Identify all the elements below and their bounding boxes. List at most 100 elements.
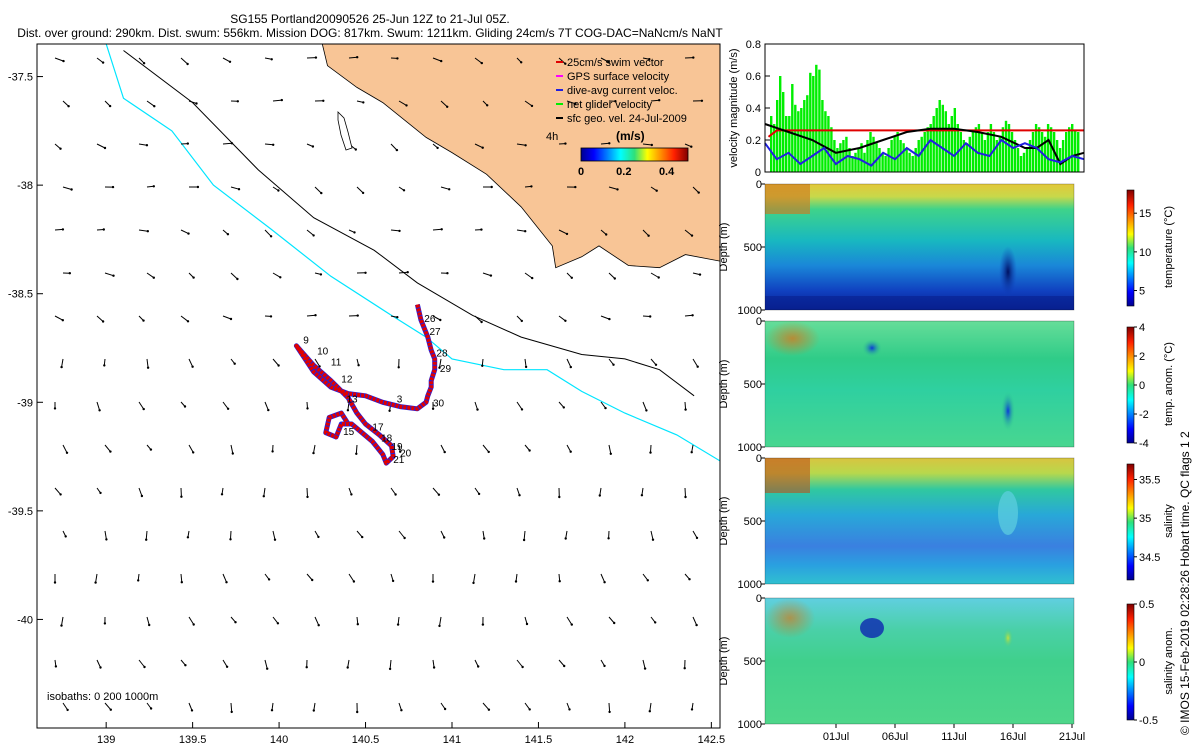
- velocity-bar: [812, 76, 815, 172]
- cold-anomaly-surface: [862, 339, 882, 357]
- velocity-arrow: [96, 659, 101, 668]
- arrow-head: [406, 271, 409, 274]
- arrow-head: [234, 621, 237, 624]
- arrow-head: [397, 366, 400, 369]
- arrow-head: [66, 708, 69, 712]
- velocity-arrow: [650, 99, 660, 102]
- arrow-head: [472, 581, 475, 585]
- velocity-arrow: [650, 530, 654, 540]
- legend-entry: sfc geo. vel. 24-Jul-2009: [567, 113, 687, 125]
- arrow-head: [522, 538, 526, 542]
- velocity-bar: [1022, 152, 1026, 172]
- arrow-head: [266, 667, 269, 670]
- arrow-head: [396, 623, 400, 626]
- arrow-head: [65, 451, 69, 454]
- arrow-head: [690, 708, 694, 711]
- arrow-head: [649, 451, 652, 454]
- arrow-head: [267, 578, 271, 581]
- section-ylabel: Depth (m): [718, 360, 730, 409]
- velocity-bar: [905, 148, 908, 172]
- map-x-tick-label: 142.5: [698, 734, 726, 746]
- map-y-tick-label: -40: [17, 614, 33, 626]
- velocity-bar: [854, 152, 857, 172]
- velocity-arrow: [306, 229, 314, 236]
- arrow-head: [94, 581, 97, 584]
- velocity-bar: [878, 148, 881, 172]
- arrow-head: [480, 228, 483, 231]
- arrow-head: [489, 274, 493, 277]
- arrow-head: [528, 708, 531, 711]
- arrow-head: [391, 579, 395, 583]
- arrow-head: [604, 406, 607, 410]
- arrow-head: [67, 105, 70, 108]
- velocity-colorbar: [580, 147, 689, 162]
- arrow-head: [477, 665, 480, 668]
- geostrophic-vectors: [53, 56, 704, 714]
- velocity-arrow: [138, 57, 145, 64]
- velocity-arrow: [524, 272, 533, 279]
- velocity-y-tick-label: 0.2: [746, 135, 761, 147]
- arrow-head: [228, 60, 232, 63]
- velocity-bar: [899, 140, 902, 172]
- arrow-head: [528, 449, 531, 452]
- velocity-ylabel: velocity magnitude (m/s): [728, 48, 740, 167]
- velocity-bar: [1031, 132, 1035, 172]
- velocity-arrow: [222, 142, 232, 145]
- arrow-head: [514, 580, 518, 583]
- arrow-head: [651, 538, 655, 541]
- geo-velocity-line: [764, 123, 1085, 166]
- velocity-arrow: [642, 143, 652, 146]
- arrow-head: [483, 537, 486, 540]
- arrow-head: [607, 60, 610, 64]
- velocity-arrow: [642, 659, 646, 669]
- velocity-arrow: [54, 487, 61, 495]
- arrow-head: [443, 450, 446, 454]
- velocity-bar: [848, 148, 851, 172]
- velocity-arrow: [474, 315, 482, 323]
- arrow-head: [279, 276, 282, 279]
- velocity-arrow: [95, 573, 98, 583]
- velocity-bar: [824, 111, 827, 172]
- velocity-arrow: [62, 100, 69, 107]
- arrow-head: [148, 623, 151, 627]
- arrow-head: [99, 491, 102, 495]
- velocity-bar: [1049, 127, 1053, 172]
- velocity-bar: [776, 100, 779, 172]
- map-y-tick-label: -37.5: [8, 72, 33, 84]
- velocity-bar: [995, 140, 999, 172]
- deep-layer: [765, 296, 1074, 310]
- velocity-bar: [857, 148, 860, 172]
- section-y-tick-label: 0: [756, 179, 762, 191]
- velocity-arrow: [473, 573, 476, 583]
- arrow-head: [59, 147, 62, 150]
- section-salinity: 0 500 1000 Depth (m) 35.5 35 34.5 salinity: [718, 453, 1175, 591]
- arrow-head: [102, 228, 106, 231]
- velocity-bar: [908, 152, 911, 172]
- map-x-axis: 139 139.5 140 140.5 141 141.5 142 142.5: [97, 722, 725, 746]
- arrow-head: [317, 624, 320, 627]
- velocity-arrow: [398, 100, 407, 106]
- arrow-head: [690, 451, 693, 454]
- arrow-head: [476, 408, 479, 411]
- land-mass: [321, 44, 720, 269]
- arrow-head: [111, 185, 115, 189]
- velocity-arrow: [180, 57, 188, 65]
- arrow-head: [236, 277, 239, 281]
- velocity-arrow: [306, 487, 308, 497]
- arrow-head: [564, 319, 567, 322]
- velocity-arrow: [61, 616, 64, 626]
- velocity-bar: [869, 132, 872, 172]
- arrow-head: [54, 665, 58, 668]
- arrow-head: [438, 366, 441, 369]
- velocity-bar: [989, 124, 993, 172]
- velocity-arrow: [608, 444, 612, 454]
- velocity-bar: [959, 132, 963, 172]
- velocity-arrow: [608, 616, 615, 624]
- velocity-bar: [902, 143, 905, 172]
- arrow-head: [186, 320, 190, 323]
- section-temperature: 0 500 1000 Depth (m) 5 10 15 temperature (°C): [718, 179, 1175, 317]
- velocity-bar: [914, 148, 917, 172]
- arrow-head: [353, 231, 356, 234]
- arrow-head: [646, 579, 649, 582]
